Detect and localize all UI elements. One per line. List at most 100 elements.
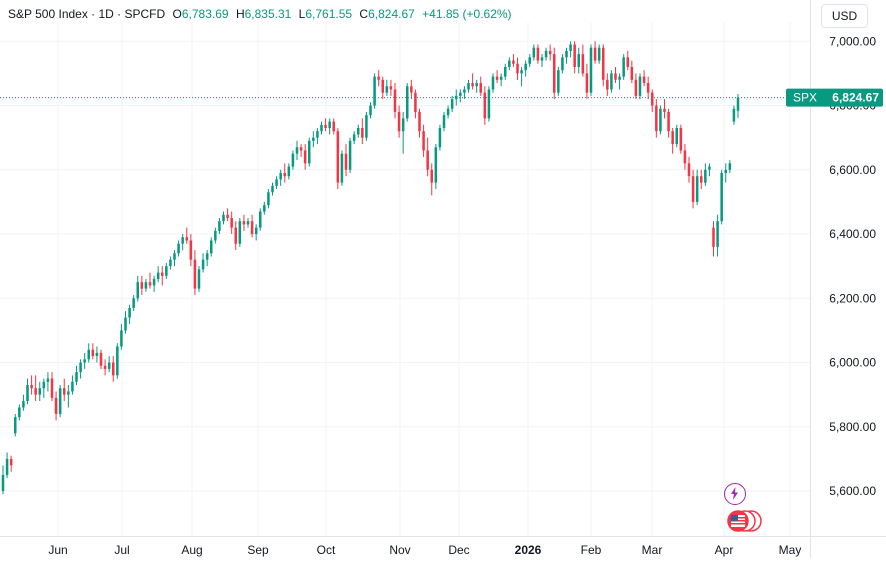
candle-body	[258, 211, 262, 228]
candle	[557, 66, 560, 96]
candle-body	[352, 134, 356, 141]
candle	[18, 404, 21, 421]
candle	[185, 227, 189, 244]
candle	[487, 86, 491, 122]
close-label: C	[359, 7, 369, 21]
candle	[177, 240, 180, 257]
candle-body	[205, 253, 209, 260]
y-tick-label: 6,600.00	[829, 163, 876, 177]
candle-body	[152, 279, 156, 286]
candle-body	[655, 105, 658, 132]
candle	[491, 73, 495, 93]
candle-body	[614, 73, 617, 80]
candle-body	[601, 47, 605, 80]
y-tick-label: 6,400.00	[829, 227, 876, 241]
candle	[585, 63, 589, 100]
candle-body	[630, 66, 634, 80]
candle-body	[275, 179, 278, 186]
candle-body	[561, 57, 564, 71]
y-tick-label: 6,000.00	[829, 356, 876, 370]
candle-body	[234, 227, 238, 244]
candle-body	[26, 385, 29, 402]
candle	[250, 214, 254, 238]
candle	[22, 394, 25, 411]
last-price-tag-bg	[786, 88, 883, 107]
candle-body	[340, 153, 344, 183]
candle-body	[79, 362, 82, 373]
candle-body	[679, 128, 683, 151]
candle	[667, 108, 670, 138]
candle-body	[148, 282, 152, 286]
candle	[246, 217, 250, 228]
candle-body	[328, 121, 331, 129]
candle	[732, 105, 736, 125]
candle-body	[54, 397, 58, 414]
candle-body	[312, 137, 315, 141]
us-flag-icon[interactable]	[726, 510, 762, 532]
x-tick-label: Aug	[181, 543, 202, 557]
candle	[548, 44, 552, 61]
candle	[140, 275, 144, 296]
candle-body	[544, 50, 548, 58]
candle-body	[369, 105, 372, 116]
candle	[508, 57, 511, 71]
candle	[593, 41, 597, 64]
candle-body	[287, 166, 291, 177]
candle-body	[271, 185, 274, 193]
high-value: 6,835.31	[244, 7, 292, 21]
candle-body	[160, 272, 164, 276]
candle-body	[62, 388, 66, 395]
candle	[381, 76, 385, 100]
candle	[581, 44, 585, 77]
y-tick-label: 7,000.00	[829, 34, 876, 48]
candle	[626, 50, 630, 71]
candle-body	[173, 253, 176, 260]
candle-body	[389, 86, 393, 90]
candle-body	[426, 150, 429, 170]
candle-body	[267, 192, 270, 206]
x-tick-label: Apr	[715, 543, 734, 557]
candle-body	[626, 57, 630, 67]
candle	[299, 144, 303, 157]
candle	[512, 54, 515, 67]
candle-body	[165, 266, 168, 276]
candle	[401, 111, 405, 154]
candle-body	[422, 131, 425, 151]
candle-body	[650, 92, 654, 106]
symbol-title[interactable]: S&P 500 Index · 1D · SPCFD	[8, 7, 166, 21]
candle	[622, 54, 625, 80]
currency-button[interactable]: USD	[821, 4, 868, 28]
candle	[361, 118, 364, 145]
candle-body	[336, 131, 340, 183]
candle	[205, 250, 209, 267]
candle	[471, 73, 474, 90]
x-tick-label: Jul	[114, 543, 129, 557]
candle-body	[524, 63, 527, 71]
candle-body	[393, 89, 397, 112]
lightning-icon-glyph	[731, 487, 738, 500]
candle	[618, 73, 621, 90]
candle-body	[728, 163, 732, 170]
candle	[459, 89, 462, 103]
candle-body	[13, 417, 17, 434]
candle	[9, 455, 13, 472]
candle-body	[516, 63, 519, 74]
candle	[524, 60, 527, 77]
candle	[287, 163, 291, 180]
candle	[42, 378, 46, 398]
candle-body	[42, 381, 46, 389]
candle	[263, 201, 266, 215]
x-tick-label: Oct	[317, 543, 336, 557]
candle-body	[128, 307, 131, 318]
candle-body	[618, 76, 621, 80]
candle-body	[95, 352, 99, 357]
candle-body	[140, 282, 144, 289]
candle-body	[593, 47, 597, 61]
candle	[328, 118, 331, 135]
lightning-icon[interactable]	[724, 483, 746, 505]
candle	[230, 211, 233, 235]
candle-body	[552, 54, 556, 93]
candle-body	[185, 237, 189, 241]
